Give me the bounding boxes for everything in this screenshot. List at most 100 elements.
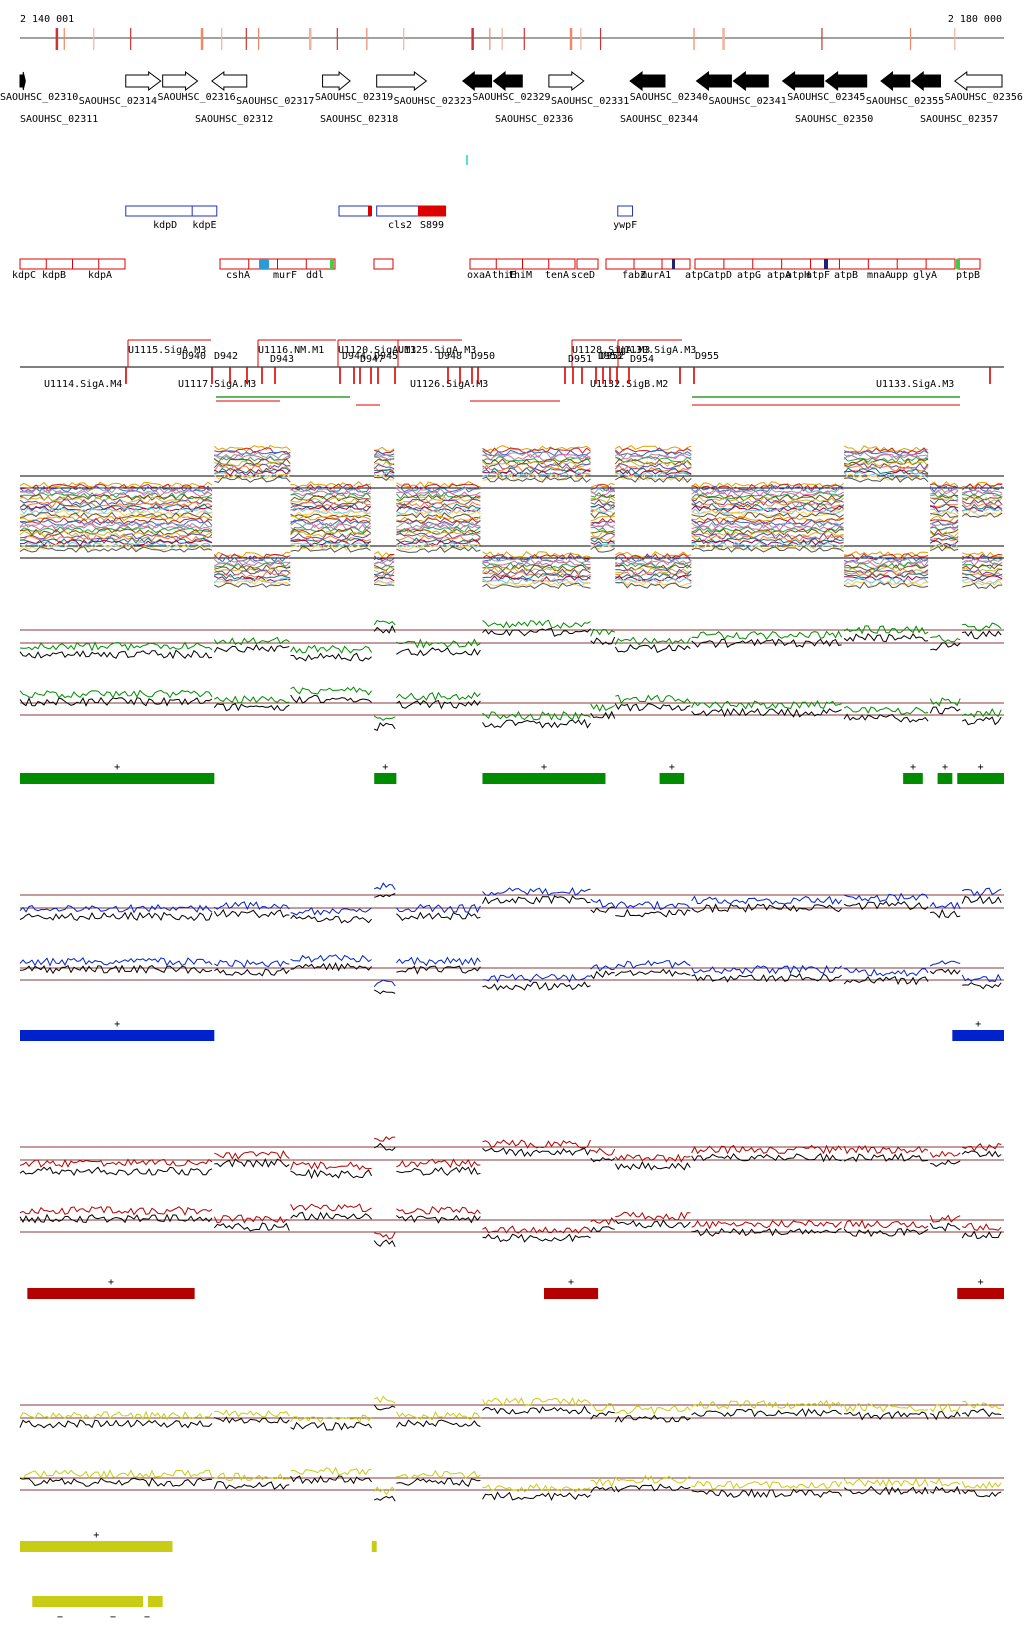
gene-label: SAOUHSC_02345 (787, 92, 865, 103)
green-strand-mark: + (541, 762, 547, 773)
red-trace (19, 1203, 1002, 1240)
tu-label: U1115.SigA.M3 (128, 345, 206, 356)
coord-start: 2 140 001 (20, 14, 74, 25)
lower-profile-line (19, 528, 1003, 572)
gene-arrow (910, 70, 941, 92)
gene-name: atpD (708, 270, 732, 281)
lower-profile-line (19, 532, 1003, 576)
blue-trace (19, 882, 1002, 916)
gene-arrow (953, 71, 1003, 91)
red-bar (543, 1288, 599, 1299)
operon-box (191, 205, 218, 217)
yellow-minus-mark: − (110, 1612, 116, 1623)
gene-name: murF (273, 270, 297, 281)
gene-name: oxaA (467, 270, 491, 281)
tu-label: U1132.SigB.M2 (590, 379, 668, 390)
genome-axis: 2 140 001 2 180 000 (20, 14, 1004, 50)
gene-name: atpG (737, 270, 761, 281)
operon-box (376, 205, 424, 217)
lower-profile-line (19, 530, 1003, 574)
gene-label: SAOUHSC_02317 (236, 96, 314, 107)
gene-name: kdpA (88, 270, 112, 281)
transcription-unit-track: U1115.SigA.M3 U1116.NM.M1 U1120.SigA.M3U11… (20, 339, 1004, 406)
gene-name: sceD (571, 270, 595, 281)
yellow-minus-mark: − (144, 1612, 150, 1623)
yellow-bar (371, 1541, 377, 1552)
gene-label: SAOUHSC_02329 (472, 92, 550, 103)
gene-label: SAOUHSC_02323 (394, 96, 472, 107)
green-strand-mark: + (910, 762, 916, 773)
tu-label: U1133.SigA.M3 (876, 379, 954, 390)
gene-name: kdpB (42, 270, 66, 281)
blue-trace (19, 954, 1002, 988)
gene-name: murA1 (641, 270, 671, 281)
gene-highlight (259, 259, 269, 269)
blue-bar (952, 1030, 1004, 1041)
gene-name: thiE (492, 270, 516, 281)
d-label: D945 (374, 351, 398, 362)
gene-box (373, 258, 394, 270)
red-trace (19, 1136, 1002, 1171)
gene-label: SAOUHSC_02355 (866, 96, 944, 107)
gene-label: SAOUHSC_02344 (620, 114, 698, 125)
operon-box (418, 205, 447, 217)
tu-label: U1117.SigA.M3 (178, 379, 256, 390)
green-bar (482, 773, 606, 784)
green-strand-mark: + (382, 762, 388, 773)
lower-profile-line (19, 521, 1003, 565)
marker (466, 155, 468, 165)
gene-name: tenA (545, 270, 569, 281)
gene-arrow (732, 71, 769, 91)
gene-name: atpB (834, 270, 858, 281)
gene-highlight (956, 259, 960, 269)
yellow-minus-bar (147, 1596, 163, 1607)
lower-profile-line (19, 543, 1003, 587)
upper-profile-line (19, 455, 1003, 500)
gene-label: SAOUHSC_02319 (315, 92, 393, 103)
expression-profiles (19, 444, 1004, 589)
yellow-strand-mark: + (93, 1530, 99, 1541)
gene-arrow (695, 71, 732, 91)
operon-label: kdpE (192, 220, 216, 231)
blue-baseline-trace (19, 893, 1002, 924)
operon-box (368, 206, 372, 216)
gene-highlight (330, 259, 334, 269)
gene-name: kdpC (12, 270, 36, 281)
gene-track: SAOUHSC_02310 SAOUHSC_02314 SAOUHSC_02316 S… (0, 70, 1023, 165)
operon-label: ywpF (613, 220, 637, 231)
d-label: D952 (600, 351, 624, 362)
d-label: D950 (471, 351, 495, 362)
yellow-minus-mark: − (57, 1612, 63, 1623)
green-trace (19, 619, 1002, 654)
green-bar (20, 773, 215, 784)
gene-box (576, 258, 599, 270)
red-bar (27, 1288, 195, 1299)
blue-strand-mark: + (975, 1019, 981, 1030)
blue-strand-mark: + (114, 1019, 120, 1030)
gene-arrow (211, 71, 248, 91)
gene-name: atpH (786, 270, 810, 281)
blue-bar (20, 1030, 215, 1041)
operon-label: cls2 (388, 220, 412, 231)
yellow-trace (19, 1395, 1002, 1423)
d-label: D943 (270, 354, 294, 365)
yellow-bar (20, 1541, 173, 1552)
operon-label: S899 (420, 220, 444, 231)
gene-name: atpC (685, 270, 709, 281)
gene-arrow (781, 71, 825, 91)
tu-label: U1126.SigA.M3 (410, 379, 488, 390)
gene-box (957, 258, 981, 270)
operon-box (338, 205, 372, 217)
green-strand-mark: + (978, 762, 984, 773)
gene-name: fabZ (622, 270, 646, 281)
gene-label: SAOUHSC_02312 (195, 114, 273, 125)
gene-label: SAOUHSC_02357 (920, 114, 998, 125)
gene-label: SAOUHSC_02311 (20, 114, 98, 125)
operon-label: kdpD (153, 220, 177, 231)
gene-label: SAOUHSC_02350 (795, 114, 873, 125)
gene-name: ddl (306, 270, 324, 281)
green-strand-mark: + (942, 762, 948, 773)
green-baseline-trace (19, 694, 1002, 731)
d-label: D942 (214, 351, 238, 362)
